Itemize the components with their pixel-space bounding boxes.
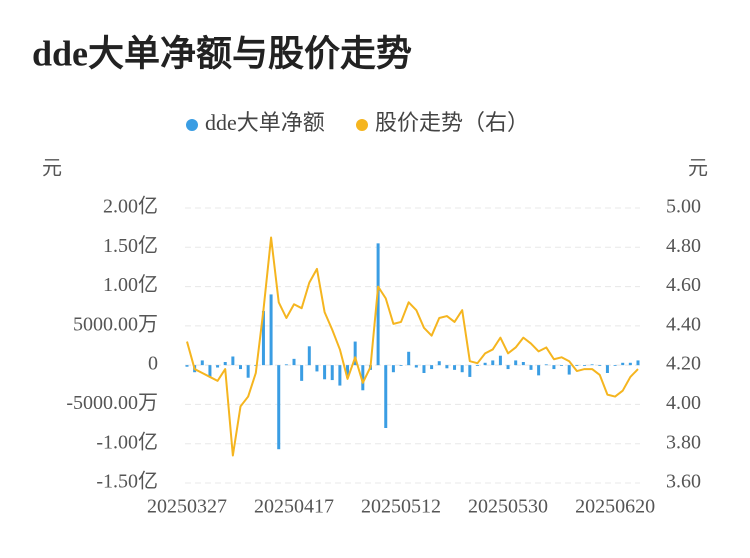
price-line	[186, 236, 639, 457]
bar	[445, 365, 449, 369]
bar	[307, 346, 311, 366]
bar	[239, 365, 243, 370]
bar	[590, 364, 594, 366]
bar	[208, 365, 212, 377]
bar	[613, 365, 617, 366]
bar	[582, 365, 586, 366]
bar	[391, 365, 395, 373]
bar	[216, 365, 220, 368]
bar	[231, 356, 235, 366]
bar	[544, 364, 548, 366]
y-unit: 元	[42, 158, 62, 180]
bar	[468, 365, 472, 377]
bar	[605, 365, 609, 373]
x-tick-label: 20250327	[147, 496, 227, 518]
bar	[529, 365, 533, 370]
bar	[560, 365, 564, 366]
y-tick-label: -1.50亿	[96, 470, 158, 493]
bar	[552, 365, 556, 370]
y-tick-label: 0	[148, 353, 158, 375]
bar	[261, 310, 265, 366]
bar	[353, 341, 357, 366]
bar	[361, 365, 365, 391]
legend-marker	[356, 119, 368, 131]
y-tick-label: 1.00亿	[103, 273, 158, 296]
y2-tick-label: 5.00	[666, 196, 701, 218]
bar	[567, 365, 571, 375]
bar	[223, 362, 227, 366]
bar	[338, 365, 342, 386]
bar	[498, 355, 502, 366]
bar	[491, 360, 495, 366]
bar	[300, 365, 304, 381]
bar	[621, 362, 625, 366]
bar	[422, 365, 426, 373]
bar	[323, 365, 327, 380]
bar	[330, 365, 334, 381]
bar	[277, 365, 281, 450]
x-tick-label: 20250530	[468, 496, 548, 518]
legend-marker	[186, 119, 198, 131]
y2-tick-label: 4.80	[666, 235, 701, 257]
bar	[575, 365, 579, 366]
x-tick-label: 20250417	[254, 496, 334, 518]
bar	[453, 365, 457, 370]
bar	[483, 362, 487, 366]
y2-tick-label: 4.40	[666, 313, 701, 335]
bar	[284, 364, 288, 366]
y2-tick-label: 3.80	[666, 431, 701, 453]
bar	[636, 360, 640, 366]
y2-tick-label: 3.60	[666, 471, 701, 493]
x-tick-label: 20250512	[361, 496, 441, 518]
bar	[399, 365, 403, 366]
legend-label: 股价走势（右）	[375, 110, 529, 135]
y-tick-label: -5000.00万	[66, 392, 158, 414]
bar	[200, 360, 204, 366]
bar	[384, 365, 388, 428]
bar	[269, 294, 273, 366]
bar	[315, 365, 319, 372]
bar	[514, 360, 518, 366]
bar	[430, 365, 434, 370]
bar	[475, 365, 479, 366]
bar	[598, 365, 602, 366]
y2-tick-label: 4.60	[666, 274, 701, 296]
bar	[460, 365, 464, 373]
bar	[414, 365, 418, 368]
bar	[292, 358, 296, 366]
bar	[537, 365, 541, 376]
bar	[185, 365, 189, 367]
bar	[376, 243, 380, 366]
bar	[521, 362, 525, 366]
chart-title: dde大单净额与股价走势	[32, 33, 412, 73]
y2-unit: 元	[688, 158, 708, 180]
bar	[407, 351, 411, 366]
bar	[628, 362, 632, 366]
y-tick-label: -1.00亿	[96, 430, 158, 453]
y-tick-label: 5000.00万	[73, 313, 158, 335]
y-tick-label: 1.50亿	[103, 234, 158, 257]
bar	[437, 361, 441, 366]
legend-label: dde大单净额	[205, 110, 325, 135]
y-tick-label: 2.00亿	[103, 195, 158, 218]
x-tick-label: 20250620	[575, 496, 655, 518]
y2-tick-label: 4.20	[666, 353, 701, 375]
bar	[246, 365, 250, 378]
bar	[506, 365, 510, 370]
y2-tick-label: 4.00	[666, 392, 701, 414]
bar	[346, 365, 350, 378]
